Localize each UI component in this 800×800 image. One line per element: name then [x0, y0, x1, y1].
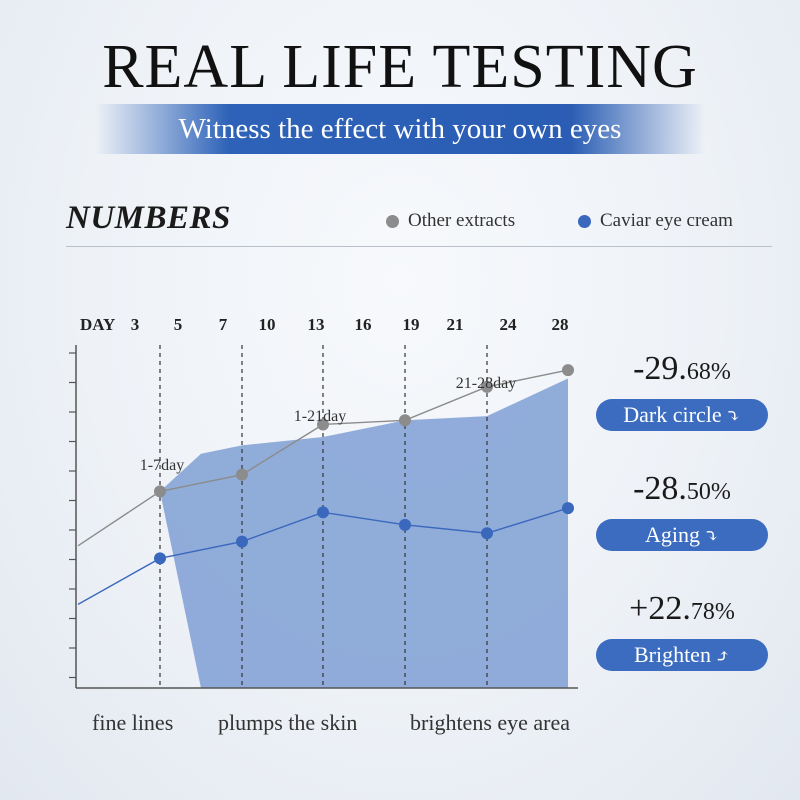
x-tick-label: 21 — [447, 315, 464, 334]
category-label: plumps the skin — [218, 710, 358, 735]
arrow-down-right-icon: ⤵ — [703, 526, 720, 546]
stat-value-int: +22. — [629, 590, 691, 627]
arrow-down-right-icon: ⤵ — [725, 406, 741, 426]
x-axis-prefix: DAY — [80, 315, 115, 334]
legend-dot-other — [386, 214, 399, 228]
stat-badge-label: Brighten — [633, 642, 711, 667]
data-point — [481, 527, 493, 540]
stat-value-int: -28. — [633, 470, 687, 507]
category-label: fine lines — [92, 710, 174, 735]
x-tick-label: 13 — [308, 315, 325, 334]
stat-badge-label: Aging — [644, 522, 700, 547]
annotation-label: 1-21day — [294, 408, 346, 425]
stat-badge-label: Dark circle — [623, 402, 722, 427]
stat-value: +22.78% — [596, 590, 768, 631]
category-label: brightens eye area — [410, 710, 571, 735]
stat-badge: Dark circle ⤵ — [596, 399, 768, 431]
legend-label-caviar: Caviar eye cream — [600, 210, 733, 231]
stat-value-dec: 50% — [686, 479, 731, 505]
section-heading: NUMBERS — [66, 200, 231, 236]
x-tick-label: 5 — [174, 315, 183, 334]
subtitle-banner — [95, 104, 705, 154]
x-tick-label: 7 — [219, 315, 228, 334]
annotation-label: 21-28day — [456, 375, 516, 392]
stat-value-dec: 68% — [686, 359, 731, 385]
arrow-up-right-icon: ⤴ — [714, 646, 731, 666]
data-point — [236, 535, 248, 548]
stat-dark-circle: -29.68% Dark circle ⤵ — [596, 350, 768, 431]
data-point — [562, 502, 574, 515]
stat-aging: -28.50% Aging ⤵ — [596, 470, 768, 551]
data-point — [154, 552, 166, 565]
subtitle-text: Witness the effect with your own eyes — [178, 113, 622, 145]
legend-dot-caviar — [578, 214, 591, 228]
data-point — [154, 485, 166, 498]
data-point — [399, 414, 411, 427]
legend-item-caviar: Caviar eye cream — [578, 210, 733, 232]
data-point — [236, 468, 248, 481]
stat-badge: Aging ⤵ — [596, 519, 768, 551]
stat-badge: Brighten ⤴ — [596, 639, 768, 671]
stat-value-dec: 78% — [690, 599, 735, 625]
data-point — [399, 518, 411, 531]
divider-line — [66, 246, 772, 247]
annotation-label: 1-7day — [140, 457, 184, 474]
data-point — [562, 364, 574, 377]
x-tick-label: 16 — [355, 315, 372, 334]
x-tick-label: 24 — [500, 315, 518, 334]
data-point — [481, 380, 493, 393]
legend-item-other: Other extracts — [386, 210, 515, 232]
x-tick-label: 10 — [259, 315, 276, 334]
legend-label-other: Other extracts — [408, 210, 516, 231]
highlight-area — [160, 378, 568, 688]
x-tick-label: 28 — [552, 315, 569, 334]
x-tick-label: 3 — [131, 315, 140, 334]
stat-value-int: -29. — [633, 350, 687, 387]
stat-value: -28.50% — [596, 470, 768, 511]
page-title: REAL LIFE TESTING — [102, 33, 698, 101]
data-point — [317, 418, 329, 431]
x-tick-label: 19 — [403, 315, 420, 334]
stat-value: -29.68% — [596, 350, 768, 391]
stat-brighten: +22.78% Brighten ⤴ — [596, 590, 768, 671]
data-point — [317, 506, 329, 519]
